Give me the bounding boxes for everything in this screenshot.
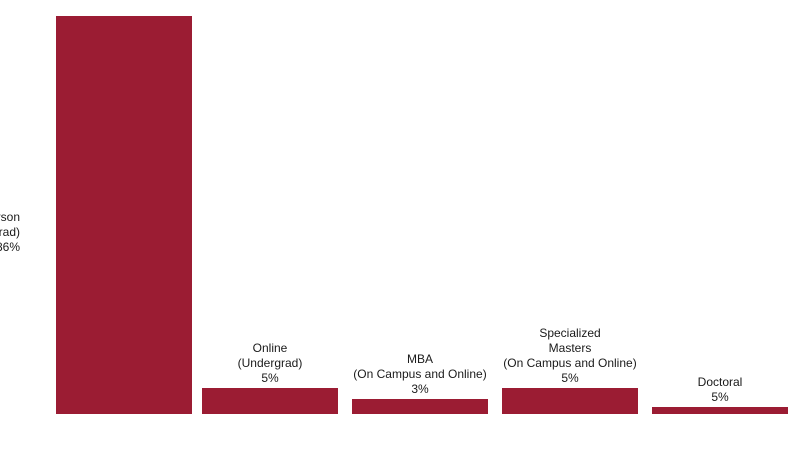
bar-label-1: Persondergrad)86% xyxy=(0,210,20,254)
bar-4 xyxy=(502,388,638,414)
category-label: (On Campus and Online) xyxy=(503,356,636,370)
data-label: 5% xyxy=(261,371,279,385)
bar-3 xyxy=(352,399,488,414)
category-label: (Undergrad) xyxy=(238,356,303,370)
bar-5 xyxy=(652,407,788,414)
bar-label-2: Online(Undergrad)5% xyxy=(238,341,303,385)
category-label: Person xyxy=(0,210,20,224)
bar-label-3: MBA(On Campus and Online)3% xyxy=(353,352,486,396)
category-label: Masters xyxy=(549,341,592,355)
bar-1 xyxy=(56,16,192,414)
data-label: 86% xyxy=(0,240,20,254)
data-label: 5% xyxy=(711,390,729,404)
data-label: 5% xyxy=(561,371,579,385)
category-label: (On Campus and Online) xyxy=(353,367,486,381)
data-label: 3% xyxy=(411,382,429,396)
bar-2 xyxy=(202,388,338,414)
category-label: MBA xyxy=(407,352,433,366)
category-label: Specialized xyxy=(539,326,600,340)
category-label: Doctoral xyxy=(698,375,743,389)
category-label: Online xyxy=(253,341,288,355)
category-label: dergrad) xyxy=(0,225,20,239)
